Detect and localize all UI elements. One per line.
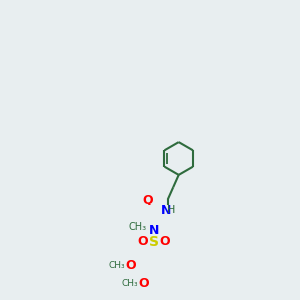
Text: H: H	[167, 206, 176, 215]
Text: N: N	[149, 224, 159, 237]
Text: N: N	[161, 204, 172, 217]
Text: O: O	[139, 277, 149, 290]
Text: O: O	[138, 235, 148, 248]
Text: S: S	[149, 235, 159, 249]
Text: O: O	[160, 235, 170, 248]
Text: CH₃: CH₃	[129, 222, 147, 232]
Text: O: O	[142, 194, 153, 207]
Text: CH₃: CH₃	[108, 261, 125, 270]
Text: CH₃: CH₃	[121, 279, 138, 288]
Text: O: O	[125, 259, 136, 272]
